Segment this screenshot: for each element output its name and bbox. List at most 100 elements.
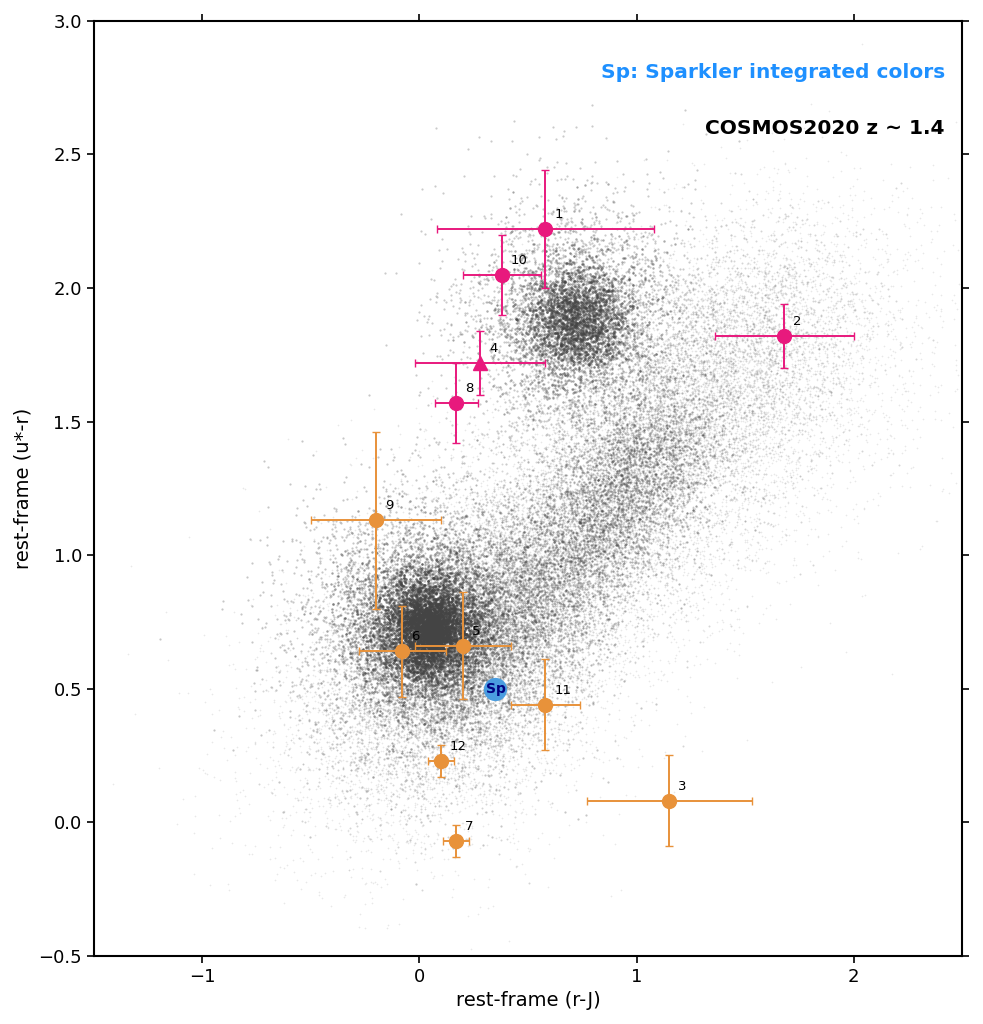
Point: [491, 597, 506, 613]
Point: [484, 630, 499, 646]
Point: [422, 633, 437, 649]
Point: [833, 416, 848, 432]
Point: [500, 672, 516, 688]
Point: [645, 354, 661, 371]
Point: [459, 662, 475, 678]
Point: [438, 663, 454, 679]
Point: [587, 362, 603, 379]
Point: [423, 686, 438, 702]
Point: [508, 531, 524, 548]
Point: [429, 633, 444, 649]
Point: [838, 312, 853, 329]
Point: [842, 385, 858, 401]
Point: [454, 597, 470, 613]
Point: [577, 403, 593, 420]
Point: [391, 513, 407, 529]
Point: [424, 781, 439, 798]
Point: [473, 714, 489, 730]
Point: [555, 734, 571, 751]
Point: [571, 472, 587, 488]
Point: [430, 749, 445, 765]
Point: [484, 582, 499, 598]
Point: [680, 302, 696, 318]
Point: [478, 593, 493, 609]
Point: [328, 690, 344, 707]
Point: [475, 664, 491, 680]
Point: [786, 550, 802, 566]
Point: [449, 588, 465, 604]
Point: [693, 361, 709, 378]
Point: [303, 601, 318, 617]
Point: [640, 560, 656, 577]
Point: [564, 267, 580, 284]
Point: [569, 488, 585, 505]
Point: [529, 560, 545, 577]
Point: [331, 714, 347, 730]
Point: [662, 386, 677, 402]
Point: [497, 579, 513, 595]
Point: [526, 271, 542, 288]
Point: [602, 450, 617, 466]
Point: [678, 515, 694, 531]
Point: [348, 663, 364, 679]
Point: [530, 626, 546, 642]
Point: [392, 608, 408, 625]
Point: [420, 774, 435, 791]
Point: [598, 473, 613, 489]
Point: [506, 689, 522, 706]
Point: [321, 737, 337, 754]
Point: [485, 656, 500, 673]
Point: [489, 500, 504, 516]
Point: [582, 504, 598, 520]
Point: [816, 337, 832, 353]
Point: [416, 572, 432, 589]
Point: [545, 525, 560, 542]
Point: [427, 594, 442, 610]
Point: [805, 196, 821, 212]
Point: [549, 304, 565, 321]
Point: [563, 301, 579, 317]
Point: [330, 640, 346, 656]
Point: [490, 478, 505, 495]
Point: [413, 670, 429, 686]
Point: [423, 696, 438, 713]
Point: [627, 501, 643, 517]
Point: [398, 657, 414, 674]
Point: [445, 600, 461, 616]
Point: [496, 526, 512, 543]
Point: [628, 432, 644, 449]
Point: [364, 643, 379, 659]
Point: [555, 572, 571, 589]
Point: [504, 554, 520, 570]
Point: [557, 311, 573, 328]
Point: [509, 566, 525, 583]
Point: [702, 525, 718, 542]
Point: [706, 495, 722, 511]
Point: [469, 507, 485, 523]
Point: [553, 351, 569, 368]
Point: [549, 460, 564, 476]
Point: [629, 559, 645, 575]
Point: [579, 303, 595, 319]
Point: [271, 673, 287, 689]
Point: [436, 600, 452, 616]
Point: [451, 666, 467, 682]
Point: [619, 304, 635, 321]
Point: [324, 758, 340, 774]
Point: [646, 514, 662, 530]
Point: [371, 650, 386, 667]
Point: [537, 677, 552, 693]
Point: [751, 330, 767, 346]
Point: [452, 667, 468, 683]
Point: [752, 354, 768, 371]
Point: [499, 540, 515, 556]
Point: [529, 545, 545, 561]
Point: [617, 492, 633, 508]
Point: [540, 318, 555, 335]
Point: [366, 626, 381, 642]
Point: [530, 694, 546, 711]
Point: [495, 606, 511, 623]
Point: [418, 715, 434, 731]
Point: [717, 425, 732, 441]
Point: [813, 291, 829, 307]
